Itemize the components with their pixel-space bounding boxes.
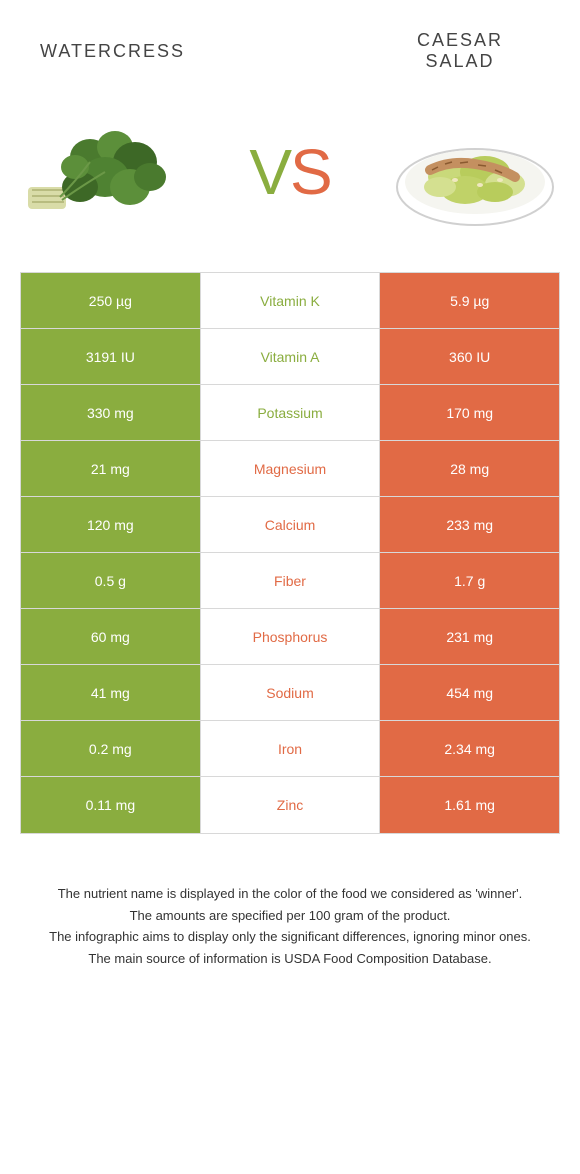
value-right: 233 mg [380, 497, 559, 552]
caesar-salad-image [390, 102, 560, 242]
table-row: 330 mgPotassium170 mg [21, 385, 559, 441]
header: Watercress Caesar salad [0, 0, 580, 82]
value-left: 41 mg [21, 665, 201, 720]
nutrient-name: Iron [201, 721, 381, 776]
value-left: 330 mg [21, 385, 201, 440]
value-left: 3191 IU [21, 329, 201, 384]
table-row: 250 µgVitamin K5.9 µg [21, 273, 559, 329]
value-left: 0.5 g [21, 553, 201, 608]
value-left: 0.2 mg [21, 721, 201, 776]
nutrient-name: Calcium [201, 497, 381, 552]
watercress-image [20, 102, 190, 242]
value-right: 231 mg [380, 609, 559, 664]
value-right: 1.7 g [380, 553, 559, 608]
value-right: 360 IU [380, 329, 559, 384]
food-title-right: Caesar salad [380, 30, 540, 72]
comparison-table: 250 µgVitamin K5.9 µg3191 IUVitamin A360… [20, 272, 560, 834]
table-row: 120 mgCalcium233 mg [21, 497, 559, 553]
nutrient-name: Potassium [201, 385, 381, 440]
table-row: 3191 IUVitamin A360 IU [21, 329, 559, 385]
value-right: 5.9 µg [380, 273, 559, 328]
value-right: 28 mg [380, 441, 559, 496]
table-row: 21 mgMagnesium28 mg [21, 441, 559, 497]
nutrient-name: Sodium [201, 665, 381, 720]
nutrient-name: Vitamin K [201, 273, 381, 328]
nutrient-name: Zinc [201, 777, 381, 833]
table-row: 41 mgSodium454 mg [21, 665, 559, 721]
vs-label: VS [249, 135, 330, 209]
footer-line-2: The amounts are specified per 100 gram o… [30, 906, 550, 926]
value-right: 1.61 mg [380, 777, 559, 833]
value-right: 454 mg [380, 665, 559, 720]
nutrient-name: Phosphorus [201, 609, 381, 664]
value-left: 0.11 mg [21, 777, 201, 833]
vs-v: V [249, 136, 290, 208]
value-right: 170 mg [380, 385, 559, 440]
table-row: 0.5 gFiber1.7 g [21, 553, 559, 609]
nutrient-name: Magnesium [201, 441, 381, 496]
footer-line-4: The main source of information is USDA F… [30, 949, 550, 969]
value-right: 2.34 mg [380, 721, 559, 776]
table-row: 0.2 mgIron2.34 mg [21, 721, 559, 777]
value-left: 250 µg [21, 273, 201, 328]
nutrient-name: Vitamin A [201, 329, 381, 384]
vs-s: S [290, 136, 331, 208]
value-left: 21 mg [21, 441, 201, 496]
table-row: 0.11 mgZinc1.61 mg [21, 777, 559, 833]
footer-line-1: The nutrient name is displayed in the co… [30, 884, 550, 904]
hero-row: VS [0, 82, 580, 272]
food-title-left: Watercress [40, 41, 185, 62]
table-row: 60 mgPhosphorus231 mg [21, 609, 559, 665]
value-left: 120 mg [21, 497, 201, 552]
value-left: 60 mg [21, 609, 201, 664]
footer-notes: The nutrient name is displayed in the co… [0, 834, 580, 990]
nutrient-name: Fiber [201, 553, 381, 608]
footer-line-3: The infographic aims to display only the… [30, 927, 550, 947]
